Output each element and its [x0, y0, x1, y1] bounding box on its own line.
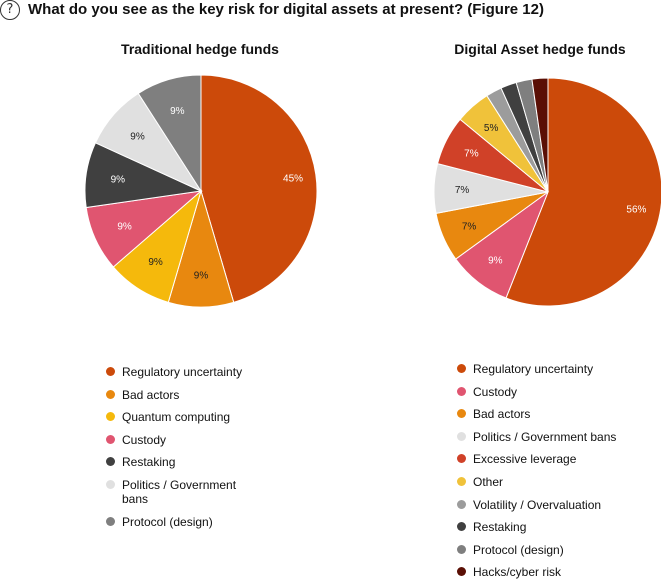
- digital-asset-pie-chart: 56% 9% 7% 7% 7% 5%: [433, 77, 661, 307]
- legend-swatch: [457, 454, 466, 464]
- legend-label: Restaking: [122, 455, 176, 470]
- legend-item-bad-actors: Bad actors: [457, 407, 616, 421]
- traditional-pie-chart: 45% 9% 9% 9% 9% 9% 9%: [84, 74, 318, 308]
- legend-swatch: [457, 544, 466, 554]
- pie-slice-protocol-design: [137, 74, 202, 193]
- legend-item-politics-government-bans: Politics / Government bans: [106, 478, 262, 506]
- legend-label: Bad actors: [473, 407, 531, 422]
- pie-slice-regulatory-uncertainty: [200, 74, 318, 303]
- legend-swatch: [106, 479, 115, 489]
- legend-item-restaking: Restaking: [457, 520, 616, 534]
- slice-label-excessive-leverage: 7%: [464, 148, 479, 159]
- legend-swatch: [457, 476, 466, 486]
- slice-label-restaking: 9%: [111, 175, 126, 186]
- legend-label: Custody: [473, 384, 518, 399]
- legend-label: Other: [473, 474, 504, 489]
- legend-label: Quantum computing: [122, 410, 231, 425]
- slice-label-politics-government-bans: 7%: [455, 185, 470, 196]
- legend-label: Volatility / Overvaluation: [473, 497, 602, 512]
- legend-item-protocol-design: Protocol (design): [457, 543, 616, 557]
- header: ? What do you see as the key risk for di…: [0, 0, 661, 24]
- slice-label-politics-government-bans: 9%: [130, 131, 145, 142]
- legend-swatch: [106, 389, 115, 399]
- legend-item-custody: Custody: [106, 433, 262, 447]
- slice-label-bad-actors: 7%: [462, 222, 477, 233]
- page-title: What do you see as the key risk for digi…: [28, 1, 544, 18]
- legend-label: Protocol (design): [122, 514, 213, 529]
- legend-item-regulatory-uncertainty: Regulatory uncertainty: [457, 362, 616, 376]
- slice-label-custody: 9%: [117, 221, 132, 232]
- legend-item-regulatory-uncertainty: Regulatory uncertainty: [106, 365, 262, 379]
- legend-swatch: [106, 457, 115, 467]
- pie-slice-regulatory-uncertainty: [505, 77, 661, 307]
- legend-swatch: [457, 567, 466, 577]
- legend-swatch: [106, 516, 115, 526]
- legend-swatch: [457, 409, 466, 419]
- legend-label: Restaking: [473, 520, 527, 535]
- legend-item-hacks-cyber-risk: Hacks/cyber risk: [457, 565, 616, 579]
- legend-label: Protocol (design): [473, 542, 564, 557]
- slice-label-quantum-computing: 9%: [148, 257, 163, 268]
- legend-swatch: [457, 431, 466, 441]
- legend-label: Politics / Government bans: [122, 477, 237, 506]
- traditional-legend: Regulatory uncertainty Bad actors Quantum …: [106, 365, 262, 537]
- help-icon[interactable]: ?: [0, 0, 20, 20]
- legend-swatch: [457, 364, 466, 373]
- legend-swatch: [457, 499, 466, 509]
- slice-label-custody: 9%: [488, 255, 503, 266]
- slice-label-protocol-design: 9%: [170, 106, 185, 117]
- legend-item-protocol-design: Protocol (design): [106, 515, 262, 529]
- digital-asset-legend: Regulatory uncertainty Custody Bad actors P…: [457, 362, 616, 588]
- slice-label-other: 5%: [484, 123, 499, 134]
- slice-label-bad-actors: 9%: [194, 271, 209, 282]
- legend-item-excessive-leverage: Excessive leverage: [457, 452, 616, 466]
- legend-item-politics-government-bans: Politics / Government bans: [457, 430, 616, 444]
- legend-item-custody: Custody: [457, 385, 616, 399]
- slice-label-regulatory-uncertainty: 56%: [626, 204, 646, 215]
- legend-label: Politics / Government bans: [473, 429, 617, 444]
- legend-label: Custody: [122, 432, 167, 447]
- legend-label: Regulatory uncertainty: [122, 365, 243, 379]
- legend-swatch: [106, 367, 115, 376]
- right-chart-title: Digital Asset hedge funds: [454, 41, 626, 57]
- legend-label: Regulatory uncertainty: [473, 362, 594, 376]
- legend-label: Excessive leverage: [473, 452, 577, 467]
- legend-item-bad-actors: Bad actors: [106, 388, 262, 402]
- legend-swatch: [106, 412, 115, 422]
- legend-item-quantum-computing: Quantum computing: [106, 410, 262, 424]
- legend-item-restaking: Restaking: [106, 455, 262, 469]
- pie-slice-hacks-cyber-risk: [531, 77, 549, 193]
- legend-swatch: [106, 434, 115, 444]
- legend-swatch: [457, 386, 466, 396]
- legend-item-volatility-overvaluation: Volatility / Overvaluation: [457, 498, 616, 512]
- left-chart-title: Traditional hedge funds: [121, 41, 279, 57]
- legend-label: Bad actors: [122, 387, 180, 402]
- legend-swatch: [457, 522, 466, 532]
- slice-label-regulatory-uncertainty: 45%: [283, 173, 303, 184]
- legend-label: Hacks/cyber risk: [473, 565, 562, 580]
- legend-item-other: Other: [457, 475, 616, 489]
